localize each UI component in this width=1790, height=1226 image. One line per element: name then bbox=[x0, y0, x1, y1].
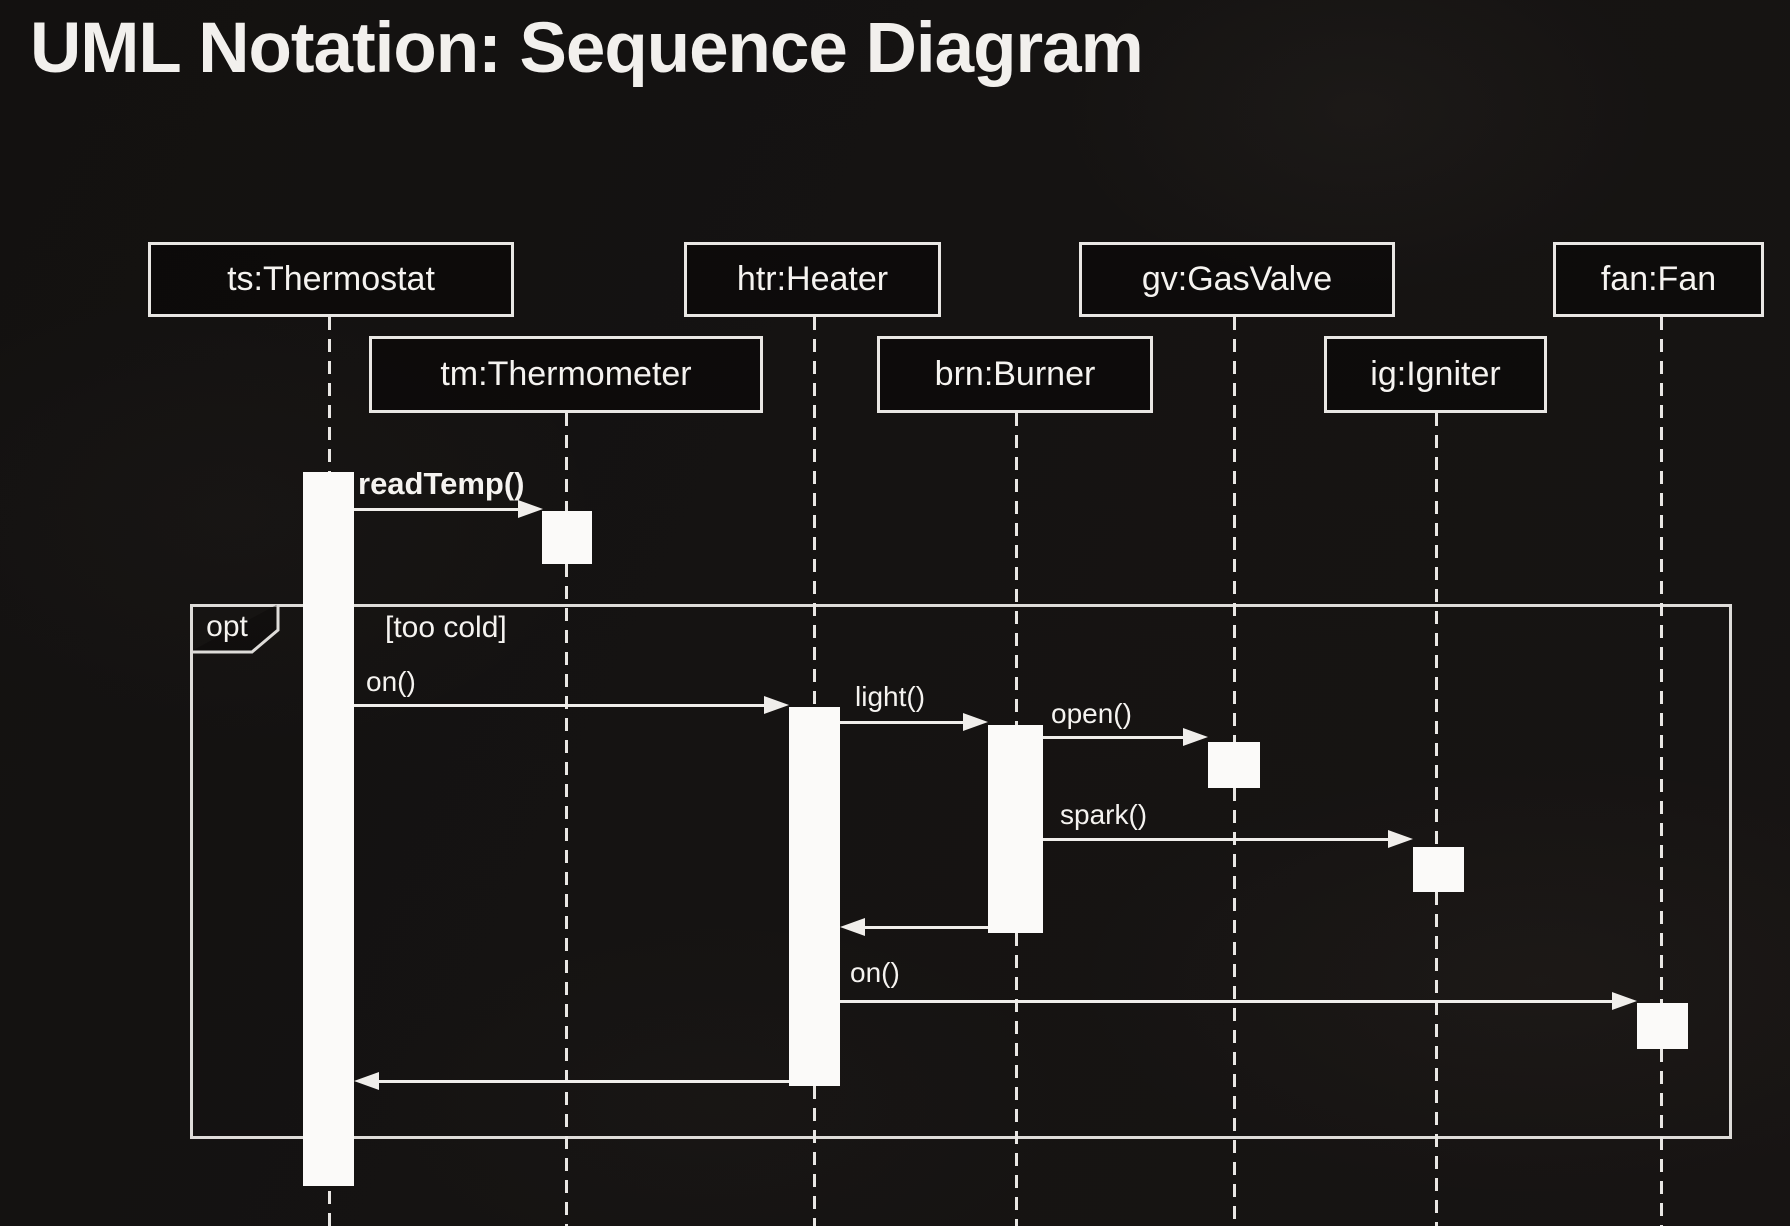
lifeline-head-burner-label: brn:Burner bbox=[934, 355, 1096, 393]
message-return-heater-arrowhead-icon bbox=[354, 1072, 379, 1090]
opt-pentagon bbox=[190, 604, 280, 654]
message-light-label: light() bbox=[855, 681, 926, 712]
lifeline-tm-upper bbox=[565, 413, 568, 511]
opt-fragment-frame bbox=[190, 604, 1732, 1139]
message-readtemp-arrowhead-icon bbox=[518, 500, 543, 518]
activation-burner bbox=[988, 725, 1043, 933]
lifeline-ts-lower bbox=[328, 1191, 331, 1226]
message-return-burner-arrowhead-icon bbox=[840, 918, 865, 936]
lifeline-brn-lower bbox=[1015, 933, 1018, 1226]
activation-gasvalve bbox=[1208, 742, 1260, 788]
message-light-arrowhead-icon bbox=[963, 713, 988, 731]
lifeline-head-fan: fan:Fan bbox=[1553, 242, 1764, 317]
lifeline-head-thermometer-label: tm:Thermometer bbox=[440, 355, 692, 393]
lifeline-htr-upper bbox=[813, 317, 816, 707]
activation-thermometer bbox=[542, 511, 592, 564]
lifeline-head-heater: htr:Heater bbox=[684, 242, 941, 317]
message-on-heater-line bbox=[354, 704, 766, 707]
message-return-burner-line bbox=[863, 926, 988, 929]
message-spark-arrowhead-icon bbox=[1388, 830, 1413, 848]
slide-title: UML Notation: Sequence Diagram bbox=[30, 9, 1144, 88]
message-on-fan-arrowhead-icon bbox=[1612, 992, 1637, 1010]
lifeline-head-thermostat-label: ts:Thermostat bbox=[227, 260, 435, 298]
lifeline-ig-lower bbox=[1435, 892, 1438, 1226]
message-readtemp-line bbox=[354, 508, 520, 511]
message-return-heater-line bbox=[377, 1080, 789, 1083]
message-on-fan-line bbox=[840, 1000, 1614, 1003]
lifeline-head-gasvalve-label: gv:GasValve bbox=[1141, 260, 1333, 298]
lifeline-head-fan-label: fan:Fan bbox=[1600, 260, 1717, 298]
message-readtemp-label: readTemp() bbox=[358, 466, 525, 501]
lifeline-head-gasvalve: gv:GasValve bbox=[1079, 242, 1395, 317]
activation-thermostat bbox=[303, 472, 354, 1186]
lifeline-head-igniter: ig:Igniter bbox=[1324, 336, 1547, 413]
lifeline-head-thermometer: tm:Thermometer bbox=[369, 336, 763, 413]
lifeline-ig-upper bbox=[1435, 413, 1438, 847]
message-spark-label: spark() bbox=[1060, 799, 1148, 830]
lifeline-head-burner: brn:Burner bbox=[877, 336, 1153, 413]
opt-operator-label: opt bbox=[206, 610, 248, 643]
message-spark-line bbox=[1043, 838, 1390, 841]
message-on-fan-label: on() bbox=[850, 957, 900, 988]
activation-igniter bbox=[1413, 847, 1464, 892]
message-open-label: open() bbox=[1051, 698, 1132, 729]
lifeline-htr-lower bbox=[813, 1086, 816, 1226]
lifeline-head-heater-label: htr:Heater bbox=[736, 260, 889, 298]
lifeline-gv-upper bbox=[1233, 317, 1236, 742]
lifeline-head-thermostat: ts:Thermostat bbox=[148, 242, 514, 317]
message-open-arrowhead-icon bbox=[1183, 728, 1208, 746]
lifeline-fan-upper bbox=[1660, 317, 1663, 1003]
activation-heater bbox=[789, 707, 840, 1086]
activation-fan bbox=[1637, 1003, 1688, 1049]
lifeline-ts-upper bbox=[328, 317, 331, 472]
lifeline-fan-lower bbox=[1660, 1049, 1663, 1226]
lifeline-gv-lower bbox=[1233, 788, 1236, 1226]
message-open-line bbox=[1043, 736, 1185, 739]
lifeline-brn-upper bbox=[1015, 413, 1018, 725]
message-light-line bbox=[840, 721, 965, 724]
guard-label: [too cold] bbox=[385, 611, 507, 644]
lifeline-head-igniter-label: ig:Igniter bbox=[1370, 355, 1501, 393]
message-on-heater-label: on() bbox=[366, 666, 416, 697]
message-on-heater-arrowhead-icon bbox=[764, 696, 789, 714]
lifeline-tm-lower bbox=[565, 564, 568, 1226]
